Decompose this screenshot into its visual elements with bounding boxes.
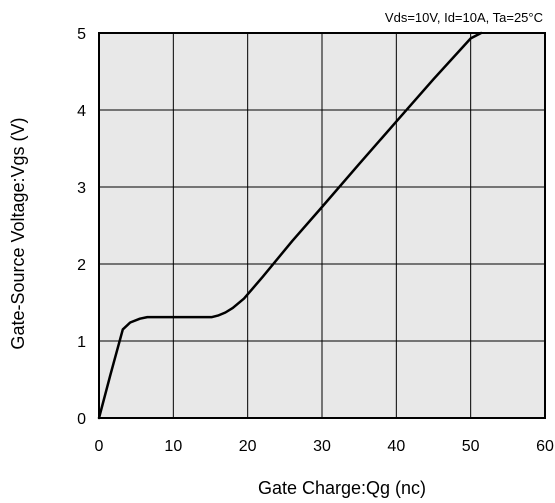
x-tick-labels: 0 10 20 30 40 50 60	[95, 438, 554, 455]
y-tick-label: 1	[77, 334, 86, 351]
y-tick-label: 5	[77, 26, 86, 43]
x-tick-label: 20	[239, 438, 257, 455]
x-tick-label: 10	[164, 438, 182, 455]
y-tick-label: 4	[77, 103, 86, 120]
test-conditions-annotation: Vds=10V, Id=10A, Ta=25°C	[385, 10, 543, 25]
x-tick-label: 40	[387, 438, 405, 455]
y-tick-labels: 0 1 2 3 4 5	[77, 26, 86, 428]
x-tick-label: 60	[536, 438, 554, 455]
x-axis-label: Gate Charge:Qg (nc)	[258, 478, 426, 498]
y-axis-label: Gate-Source Voltage:Vgs (V)	[8, 117, 28, 349]
y-tick-label: 3	[77, 180, 86, 197]
x-tick-label: 30	[313, 438, 331, 455]
x-tick-label: 0	[95, 438, 104, 455]
y-tick-label: 2	[77, 257, 86, 274]
x-tick-label: 50	[462, 438, 480, 455]
y-tick-label: 0	[77, 411, 86, 428]
plot-frame	[98, 32, 546, 419]
vgs-vs-qg-line	[97, 31, 483, 420]
